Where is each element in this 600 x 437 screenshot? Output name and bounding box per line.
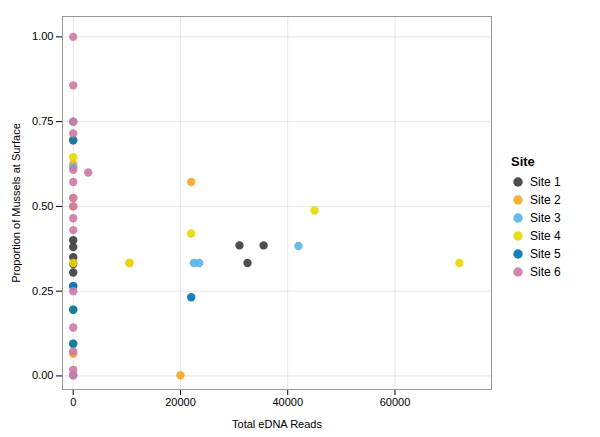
html-text:Site: Site xyxy=(511,154,535,169)
svg-text:40000: 40000 xyxy=(272,396,303,408)
svg-text:1.00: 1.00 xyxy=(32,30,53,42)
svg-text:0.25: 0.25 xyxy=(32,285,53,297)
svg-text:0.50: 0.50 xyxy=(32,200,53,212)
svg-text:0.00: 0.00 xyxy=(32,369,53,381)
svg-text:60000: 60000 xyxy=(380,396,411,408)
svg-text:0.75: 0.75 xyxy=(32,115,53,127)
html-text:Site 3: Site 3 xyxy=(530,211,561,225)
html-text:Site 5: Site 5 xyxy=(530,247,561,261)
svg-text:Proportion of Mussels at Surfa: Proportion of Mussels at Surface xyxy=(10,123,22,283)
svg-text:20000: 20000 xyxy=(165,396,196,408)
html-text:Site 2: Site 2 xyxy=(530,193,561,207)
svg-text:Total eDNA Reads: Total eDNA Reads xyxy=(232,418,322,430)
html-text:Site 6: Site 6 xyxy=(530,265,561,279)
html-text:Site 1: Site 1 xyxy=(530,175,561,189)
html-text:Site 4: Site 4 xyxy=(530,229,561,243)
svg-text:0: 0 xyxy=(70,396,76,408)
